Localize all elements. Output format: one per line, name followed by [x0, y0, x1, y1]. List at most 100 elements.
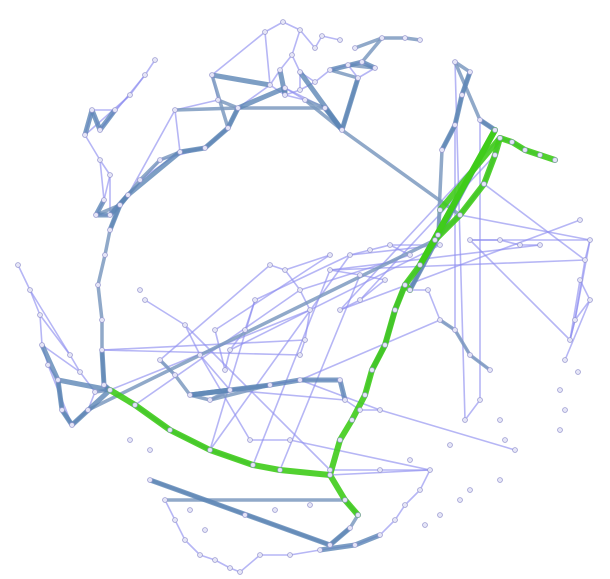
- graph-node: [95, 282, 101, 288]
- graph-node: [227, 565, 233, 571]
- graph-edge-light: [214, 559, 231, 569]
- graph-node: [302, 337, 308, 343]
- graph-node: [187, 507, 193, 513]
- graph-node: [355, 75, 361, 81]
- graph-node: [552, 157, 558, 163]
- graph-node: [99, 317, 105, 323]
- graph-node: [267, 262, 273, 268]
- graph-node: [407, 457, 413, 463]
- graph-edge-medium: [453, 328, 472, 357]
- graph-node: [45, 362, 51, 368]
- graph-edge-medium: [138, 158, 162, 182]
- graph-edge-light: [359, 154, 496, 301]
- graph-edge-medium: [86, 238, 437, 412]
- graph-node: [127, 437, 133, 443]
- graph-edge-medium: [103, 228, 112, 257]
- graph-edge-dark: [235, 85, 288, 111]
- graph-edge-light: [264, 21, 284, 33]
- graph-node: [92, 389, 98, 395]
- graph-node: [492, 127, 498, 133]
- graph-node: [227, 387, 233, 393]
- graph-node: [417, 487, 423, 493]
- graph-node: [517, 242, 523, 248]
- graph-node: [227, 347, 233, 353]
- graph-edge-medium: [468, 353, 492, 372]
- graph-node: [107, 227, 113, 233]
- graph-edge-light: [39, 314, 43, 346]
- graph-edge-medium: [360, 36, 384, 64]
- graph-node: [582, 257, 588, 263]
- graph-edge-highlight: [132, 402, 173, 433]
- graph-node: [99, 347, 105, 353]
- graph-node: [587, 297, 593, 303]
- graph-node: [287, 437, 293, 443]
- graph-node: [207, 447, 213, 453]
- graph-node: [282, 85, 288, 91]
- graph-edge-dark: [337, 377, 348, 403]
- graph-node: [352, 542, 358, 548]
- graph-edge-light: [127, 109, 176, 196]
- graph-edge-highlight: [349, 392, 368, 423]
- graph-node: [462, 417, 468, 423]
- graph-node: [252, 297, 258, 303]
- graph-node: [457, 497, 463, 503]
- graph-edge-dark: [439, 122, 458, 153]
- graph-node: [377, 407, 383, 413]
- graph-node: [435, 232, 441, 238]
- graph-edge-light: [329, 269, 361, 276]
- graph-node: [337, 307, 343, 313]
- graph-node: [319, 33, 325, 39]
- graph-edge-highlight: [337, 417, 355, 443]
- graph-edge-highlight: [362, 367, 375, 398]
- graph-node: [127, 92, 133, 98]
- graph-node: [250, 462, 256, 468]
- graph-edge-light: [252, 269, 331, 466]
- graph-node: [392, 517, 398, 523]
- graph-node: [402, 35, 408, 41]
- graph-edge-light: [574, 299, 591, 321]
- graph-edge-light: [329, 259, 586, 271]
- graph-edge-light: [144, 299, 186, 326]
- graph-node: [372, 65, 378, 71]
- graph-node: [247, 437, 253, 443]
- graph-node: [289, 52, 295, 58]
- graph-node: [212, 327, 218, 333]
- graph-node: [512, 447, 518, 453]
- graph-edge-light: [209, 254, 351, 451]
- graph-node: [575, 369, 581, 375]
- graph-node: [82, 132, 88, 138]
- graph-node: [225, 125, 231, 131]
- graph-edge-light: [209, 299, 256, 451]
- graph-node: [562, 357, 568, 363]
- graph-node: [69, 422, 75, 428]
- graph-node: [502, 437, 508, 443]
- graph-node: [467, 487, 473, 493]
- graph-edge-highlight: [107, 387, 138, 408]
- graph-edge-dark: [125, 149, 183, 198]
- graph-node: [242, 512, 248, 518]
- graph-edge-dark: [452, 92, 465, 128]
- graph-edge-light: [299, 379, 381, 411]
- graph-node: [497, 135, 503, 141]
- graph-edge-light: [229, 244, 441, 351]
- graph-edge-light: [299, 289, 311, 311]
- graph-node: [307, 307, 313, 313]
- graph-edge-light: [164, 499, 176, 521]
- graph-node: [342, 497, 348, 503]
- graph-edge-dark: [339, 75, 361, 133]
- graph-node: [452, 59, 458, 65]
- graph-node: [467, 69, 473, 75]
- graph-node: [302, 97, 308, 103]
- graph-node: [339, 127, 345, 133]
- graph-edge-light: [284, 269, 301, 291]
- graph-node: [182, 537, 188, 543]
- graph-edge-medium: [340, 128, 462, 217]
- graph-node: [327, 267, 333, 273]
- graph-edge-light: [459, 214, 591, 241]
- graph-node: [327, 472, 333, 478]
- graph-node: [567, 337, 573, 343]
- graph-node: [93, 212, 99, 218]
- graph-edge-highlight: [327, 472, 348, 503]
- graph-node: [452, 122, 458, 128]
